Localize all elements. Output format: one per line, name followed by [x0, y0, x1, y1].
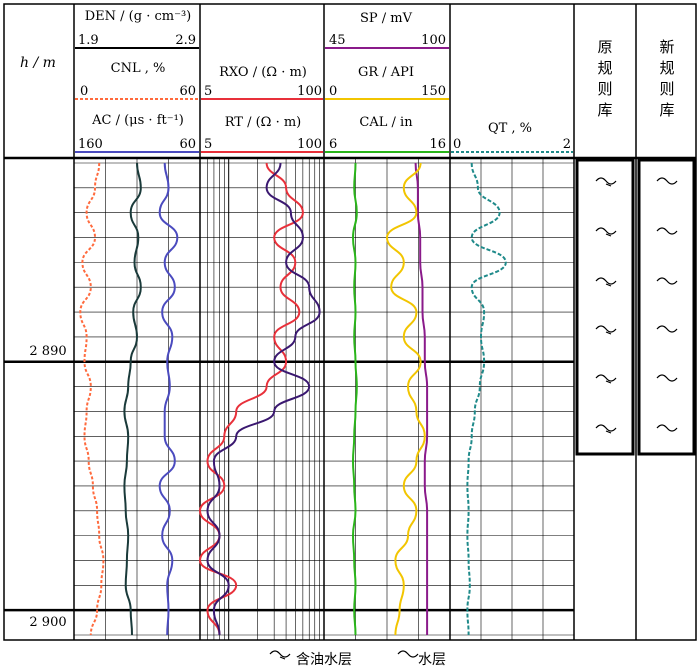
depth-axis-label: h / m — [20, 55, 56, 71]
ac-min-label: 160 — [78, 137, 103, 152]
water-symbol — [656, 374, 678, 382]
water-icon — [397, 650, 419, 658]
new-rules-box — [637, 158, 696, 456]
curve-qt — [466, 162, 507, 636]
old-rules-label: 原规则库 — [597, 38, 612, 119]
qt-curve-label: QT , % — [488, 121, 532, 136]
gr-max-label: 150 — [421, 84, 446, 99]
curve-cnl — [79, 162, 105, 636]
curve-layer — [79, 162, 507, 636]
gr-curve-label: GR / API — [358, 65, 414, 80]
curve-gr — [385, 162, 426, 636]
den-curve-label: DEN / (g · cm⁻³) — [85, 9, 191, 24]
sp-curve-label: SP / mV — [360, 11, 413, 26]
cnl-max-label: 60 — [179, 84, 196, 99]
cnl-curve-label: CNL , % — [111, 61, 166, 76]
curve-rxo — [198, 162, 304, 636]
rxo-min-label: 5 — [204, 84, 212, 99]
legend: 含油水层 水层 — [269, 650, 446, 668]
depth-tick-label-2900: 2 900 — [29, 615, 66, 630]
water-symbol — [656, 227, 678, 235]
oil-water-symbol — [595, 325, 617, 335]
ac-curve-label: AC / (μs · ft⁻¹) — [91, 113, 184, 128]
legend-water-label: 水层 — [418, 652, 446, 668]
water-symbol — [656, 177, 678, 185]
rt-curve-label: RT / (Ω · m) — [225, 115, 302, 130]
cal-max-label: 16 — [429, 137, 446, 152]
legend-oil-water-label: 含油水层 — [296, 652, 352, 668]
cnl-min-label: 0 — [80, 84, 88, 99]
rxo-curve-label: RXO / (Ω · m) — [219, 65, 307, 80]
outer-frame — [3, 3, 697, 641]
curve-sp — [414, 162, 429, 635]
gr-min-label: 0 — [329, 84, 337, 99]
oil-water-symbol — [595, 424, 617, 434]
water-symbol — [656, 277, 678, 285]
den-max-label: 2.9 — [175, 33, 196, 48]
curve-den — [123, 162, 142, 636]
sp-max-label: 100 — [421, 33, 446, 48]
depth-tick-label-2890: 2 890 — [29, 344, 66, 359]
new-rules-label: 新规则库 — [659, 38, 674, 119]
oil-water-symbol — [595, 277, 617, 287]
cal-curve-label: CAL / in — [359, 115, 413, 130]
sp-min-label: 45 — [329, 33, 346, 48]
old-rules-box — [575, 158, 635, 456]
qt-max-label: 2 — [563, 137, 571, 152]
curve-rt — [206, 162, 321, 636]
curve-ac — [158, 162, 179, 636]
grid-layer — [3, 3, 697, 641]
oil-water-symbol — [595, 227, 617, 237]
rxo-max-label: 100 — [297, 84, 322, 99]
water-symbol — [656, 325, 678, 333]
cal-min-label: 6 — [329, 137, 337, 152]
oil-water-symbol — [595, 374, 617, 384]
rt-min-label: 5 — [204, 137, 212, 152]
ac-max-label: 60 — [179, 137, 196, 152]
qt-min-label: 0 — [453, 137, 461, 152]
rt-max-label: 100 — [297, 137, 322, 152]
oil-water-icon — [269, 650, 291, 660]
oil-water-symbol — [595, 177, 617, 187]
den-min-label: 1.9 — [78, 33, 99, 48]
curve-cal — [351, 162, 358, 636]
water-symbol — [656, 424, 678, 432]
